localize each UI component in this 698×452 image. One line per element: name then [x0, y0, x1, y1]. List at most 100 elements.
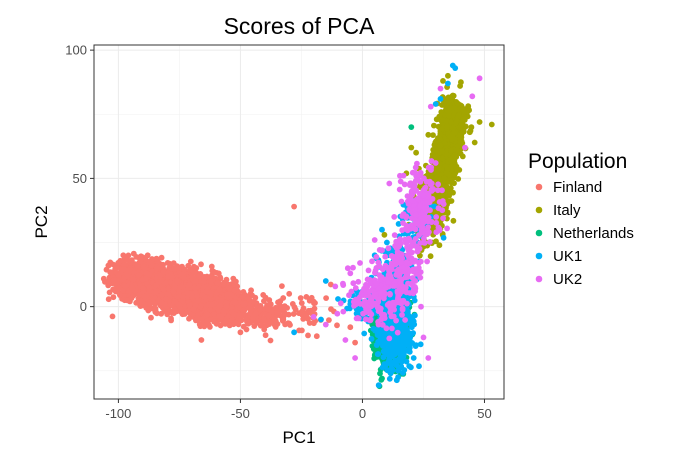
data-point: [148, 314, 154, 321]
data-point: [168, 317, 175, 324]
data-point: [172, 306, 178, 313]
data-point: [279, 283, 285, 289]
data-point: [196, 273, 202, 280]
data-point: [112, 288, 119, 295]
chart-title: Scores of PCA: [224, 13, 375, 39]
data-point: [220, 281, 227, 288]
data-point: [201, 278, 207, 285]
data-point: [352, 339, 358, 346]
data-point: [120, 262, 127, 268]
data-point: [215, 270, 222, 277]
data-point: [154, 265, 160, 272]
data-point: [130, 250, 137, 257]
data-point: [146, 259, 153, 266]
data-point: [140, 285, 147, 291]
data-point: [158, 254, 165, 261]
data-point: [120, 252, 127, 259]
data-point: [222, 318, 229, 325]
data-point: [281, 306, 287, 312]
data-point: [186, 281, 193, 288]
data-point: [204, 311, 211, 318]
data-point: [203, 288, 210, 295]
data-point: [152, 305, 159, 312]
data-point: [305, 332, 311, 339]
data-point: [100, 275, 107, 282]
data-point: [290, 311, 297, 317]
data-point: [105, 262, 112, 269]
data-point: [328, 306, 334, 312]
data-point: [275, 309, 282, 315]
data-point: [448, 198, 455, 204]
data-point: [110, 277, 117, 284]
data-point: [198, 261, 204, 268]
data-point: [334, 322, 340, 329]
data-point: [450, 217, 457, 224]
data-point: [291, 304, 298, 311]
data-point: [147, 301, 154, 307]
data-point: [194, 293, 201, 300]
data-point: [231, 311, 238, 318]
data-point: [130, 276, 137, 283]
data-point: [166, 260, 173, 267]
data-point: [179, 284, 186, 290]
data-point: [124, 297, 131, 304]
data-point: [181, 311, 188, 317]
data-point: [298, 300, 305, 306]
data-point: [285, 311, 292, 318]
data-point: [164, 311, 171, 318]
data-point: [267, 337, 274, 344]
data-point: [262, 332, 269, 339]
data-point: [306, 320, 313, 326]
data-point: [313, 333, 320, 340]
data-point: [257, 306, 264, 313]
data-point: [153, 255, 160, 262]
data-point: [302, 313, 309, 319]
data-point: [257, 322, 264, 329]
data-point: [246, 305, 253, 311]
data-point: [204, 318, 210, 325]
data-point: [226, 285, 233, 292]
data-point: [266, 297, 273, 303]
data-point: [163, 296, 169, 302]
data-point: [181, 266, 188, 273]
data-point: [209, 301, 216, 308]
data-point: [125, 267, 132, 274]
data-point: [208, 278, 214, 285]
data-point: [171, 265, 178, 272]
data-point: [202, 294, 209, 301]
data-point: [431, 122, 437, 129]
data-point: [218, 313, 225, 320]
data-point: [291, 203, 297, 210]
data-point: [138, 256, 144, 263]
data-point: [141, 293, 148, 300]
data-point: [323, 295, 329, 301]
data-point: [260, 292, 267, 298]
data-point: [179, 294, 186, 300]
data-point: [196, 316, 203, 322]
data-point: [285, 320, 291, 327]
data-point: [280, 316, 287, 323]
data-point: [171, 298, 178, 305]
data-point: [286, 290, 293, 297]
data-point: [115, 272, 122, 278]
data-point: [271, 316, 278, 323]
data-point: [248, 287, 255, 294]
data-point: [129, 257, 135, 264]
data-point: [232, 319, 239, 326]
series-finland-points: [100, 203, 358, 346]
data-point: [214, 280, 221, 286]
data-point: [189, 274, 196, 280]
data-point: [240, 323, 247, 330]
data-point: [124, 257, 131, 263]
data-point: [300, 305, 307, 312]
data-point: [105, 296, 112, 303]
data-point: [211, 318, 218, 325]
data-point: [217, 302, 224, 309]
data-point: [129, 285, 136, 291]
data-point: [144, 252, 151, 259]
data-point: [239, 312, 246, 319]
data-point: [109, 313, 116, 320]
data-point: [122, 283, 128, 289]
